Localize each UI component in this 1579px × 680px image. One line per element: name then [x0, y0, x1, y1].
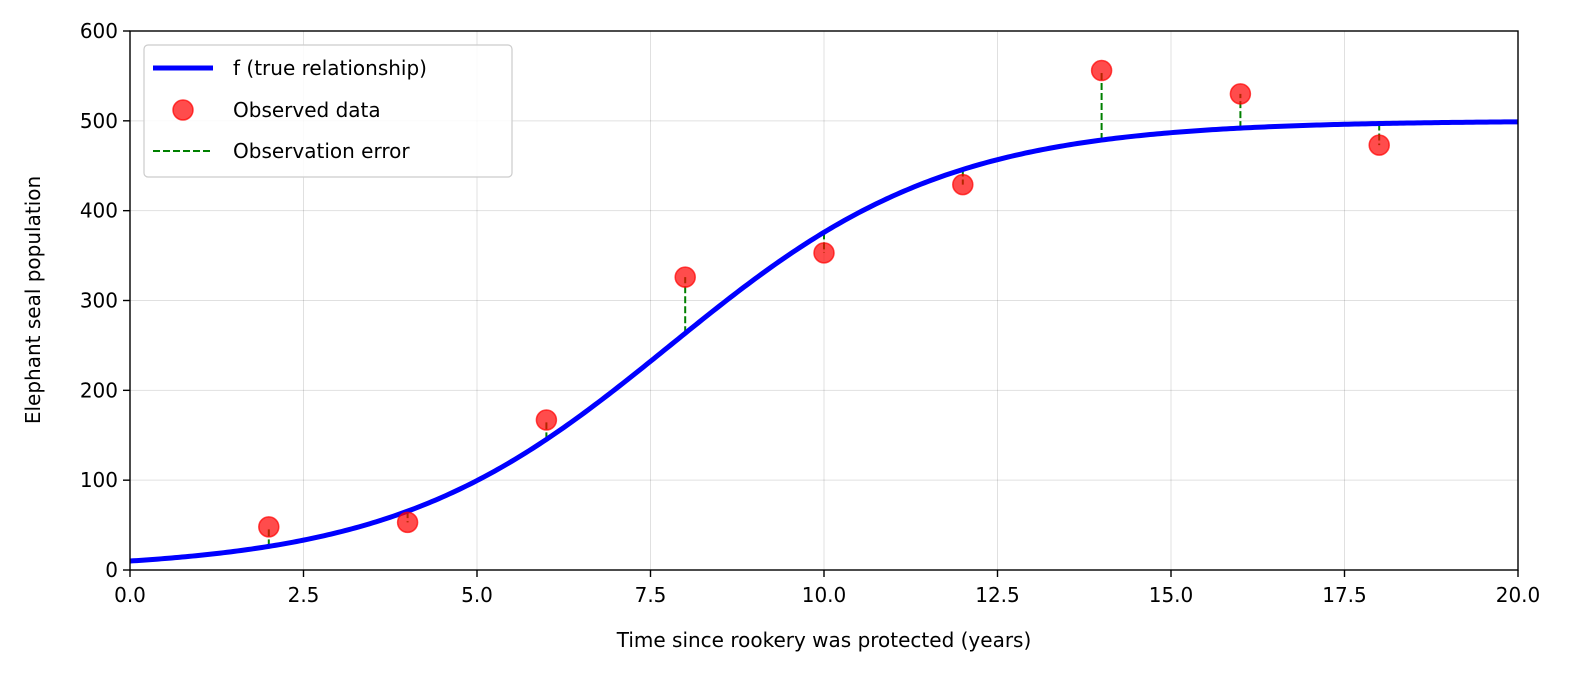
- y-tick-label: 400: [80, 199, 118, 223]
- legend-true-curve-label: f (true relationship): [233, 56, 427, 80]
- observed-data-point: [1229, 83, 1252, 105]
- legend-box: [143, 44, 513, 178]
- y-tick-label: 200: [80, 378, 118, 402]
- x-tick-label: 10.0: [802, 583, 847, 607]
- observed-data-point: [1368, 134, 1390, 156]
- observed-data-point: [1090, 59, 1113, 82]
- x-tick-label: 15.0: [1149, 583, 1194, 607]
- observed-data-point: [258, 516, 280, 538]
- observed-data-point: [396, 511, 419, 534]
- y-tick-label: 100: [80, 468, 118, 492]
- x-axis-title: Time since rookery was protected (years): [616, 628, 1032, 652]
- x-tick-label: 17.5: [1322, 583, 1367, 607]
- x-tick-label: 2.5: [288, 583, 320, 607]
- legend-error-label: Observation error: [233, 139, 410, 163]
- observed-data-point: [952, 173, 974, 196]
- x-axis: 0.0 2.5 5.0 7.5 10.0 12.5 15.0 17.5 20.0: [114, 570, 1540, 607]
- x-tick-label: 20.0: [1496, 583, 1541, 607]
- y-tick-label: 300: [80, 289, 118, 313]
- observed-data-point: [674, 266, 696, 288]
- x-tick-label: 7.5: [635, 583, 667, 607]
- legend: f (true relationship) Observed data Obse…: [143, 44, 513, 178]
- y-tick-label: 600: [80, 19, 118, 43]
- x-tick-label: 0.0: [114, 583, 146, 607]
- x-tick-label: 12.5: [975, 583, 1020, 607]
- true-relationship-line: [129, 119, 1519, 564]
- legend-observed-swatch: [172, 99, 194, 121]
- x-tick-label: 5.0: [461, 583, 493, 607]
- y-tick-label: 500: [80, 109, 118, 133]
- plot-content: [129, 59, 1519, 564]
- y-axis: 0 100 200 300 400 500 600: [80, 19, 130, 582]
- y-axis-title: Elephant seal population: [21, 176, 45, 424]
- legend-observed-label: Observed data: [233, 98, 381, 122]
- observed-data-point: [535, 409, 558, 431]
- observed-data-point: [813, 242, 835, 264]
- y-tick-label: 0: [105, 558, 118, 582]
